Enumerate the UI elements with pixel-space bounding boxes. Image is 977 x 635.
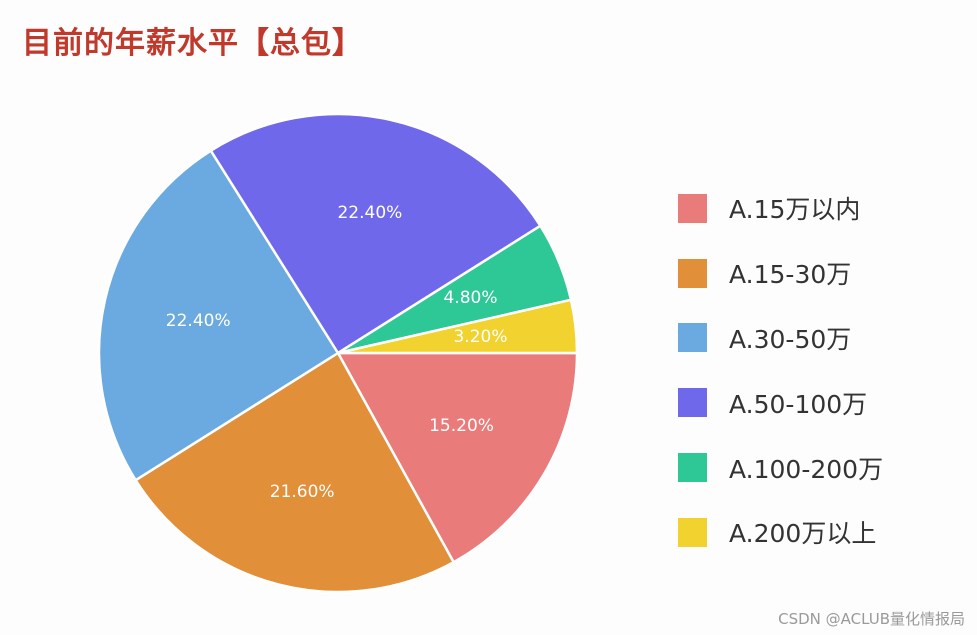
legend-item[interactable]: A.50-100万 [678, 370, 883, 435]
legend-item[interactable]: A.30-50万 [678, 306, 883, 371]
pie-slice[interactable] [133, 351, 456, 594]
legend: A.15万以内 A.15-30万 A.30-50万 A.50-100万 A.10… [678, 176, 883, 565]
legend-label: A.50-100万 [729, 389, 868, 419]
legend-swatch [678, 453, 707, 483]
legend-swatch [678, 258, 707, 288]
legend-swatch [678, 388, 707, 418]
legend-item[interactable]: A.100-200万 [678, 435, 883, 500]
slice-value-label: 15.20% [429, 416, 494, 436]
slice-value-label: 22.40% [337, 203, 402, 223]
watermark: CSDN @ACLUB量化情报局 [778, 610, 965, 628]
legend-item[interactable]: A.15万以内 [678, 176, 883, 241]
slice-value-label: 4.80% [443, 288, 497, 308]
slice-value-label: 3.20% [453, 327, 507, 347]
pie-slice[interactable] [97, 148, 340, 482]
legend-swatch [678, 193, 707, 223]
legend-label: A.15万以内 [729, 195, 861, 225]
pie-slice[interactable] [337, 298, 579, 355]
slice-value-label: 21.60% [270, 482, 335, 502]
legend-label: A.100-200万 [729, 454, 884, 484]
legend-swatch [678, 517, 707, 547]
legend-label: A.30-50万 [729, 324, 852, 354]
pie-slice[interactable] [335, 351, 579, 564]
legend-item[interactable]: A.15-30万 [678, 241, 883, 306]
chart-title: 目前的年薪水平【总包】 [22, 26, 363, 61]
legend-label: A.200万以上 [729, 519, 877, 549]
legend-item[interactable]: A.200万以上 [678, 500, 883, 565]
pie-slice[interactable] [209, 112, 543, 355]
legend-swatch [678, 323, 707, 353]
legend-label: A.15-30万 [729, 260, 852, 290]
slice-value-label: 22.40% [166, 311, 231, 331]
